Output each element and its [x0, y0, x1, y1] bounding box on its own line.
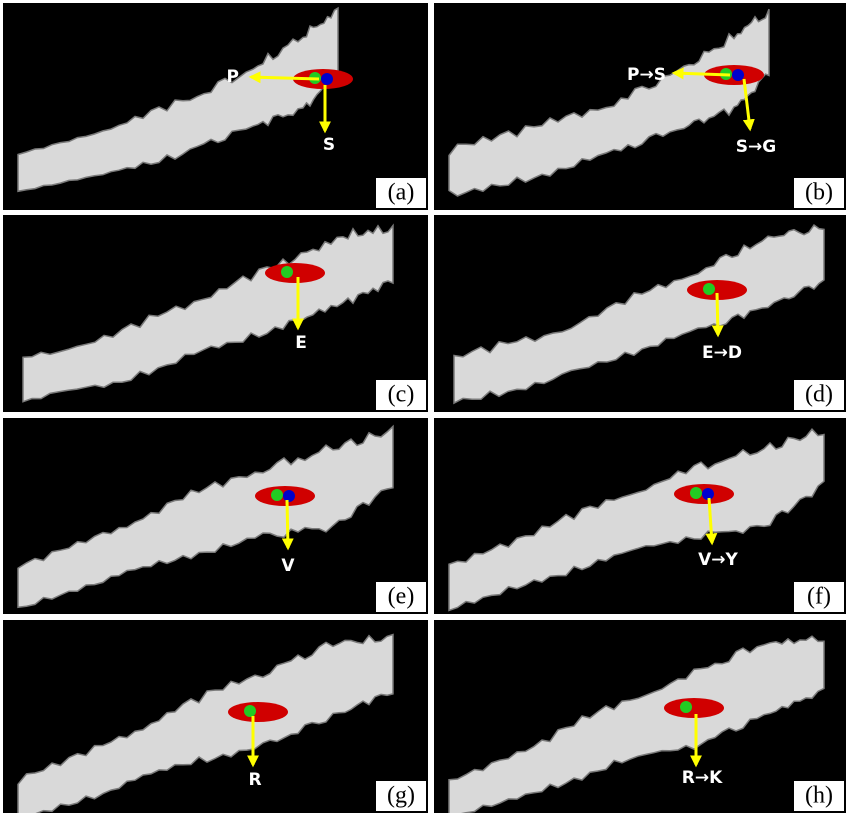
residue-label: V [281, 556, 295, 576]
panel-tag: (d) [805, 382, 833, 408]
residue-label: E→D [702, 343, 742, 363]
panel: V (e) [3, 418, 428, 614]
arrow [674, 73, 730, 75]
residue-blue [321, 73, 333, 85]
panel: E (c) [3, 215, 428, 412]
arrow [717, 293, 718, 335]
residue-label: V→Y [698, 550, 738, 570]
residue-green [244, 705, 256, 717]
panel: R (g) [3, 620, 428, 813]
panel-tag: (b) [805, 180, 833, 206]
panel: V→Y (f) [434, 418, 846, 614]
residue-label: S [323, 135, 335, 155]
panel: P→S S→G (b) [434, 3, 846, 210]
panel: E→D (d) [434, 215, 846, 412]
panel-tag: (f) [807, 584, 831, 610]
residue-label: R [248, 770, 261, 790]
panel-tag: (e) [388, 584, 415, 610]
residue-label: R→K [682, 768, 723, 788]
residue-blue [732, 69, 744, 81]
residue-green [281, 266, 293, 278]
panel-tag: (a) [388, 180, 415, 206]
residue-green [703, 283, 715, 295]
panel: P S (a) [3, 3, 428, 210]
residue-blue [283, 490, 295, 502]
residue-label: S→G [736, 137, 776, 157]
figure: P S (a) P→S S→G (b) E (c) E→D (d) V (e) V→Y (f) R (g) R→… [0, 0, 846, 813]
panel: R→K (h) [434, 620, 846, 813]
panel-tag: (h) [805, 783, 833, 809]
mutation-region [228, 702, 288, 722]
arrow [251, 77, 319, 79]
panel-tag: (g) [387, 783, 415, 809]
residue-green [690, 487, 702, 499]
residue-label: E [295, 333, 307, 353]
panel-tag: (c) [388, 382, 415, 408]
residue-green [271, 489, 283, 501]
residue-label: P [227, 67, 239, 87]
arrow [287, 500, 288, 548]
residue-label: P→S [627, 65, 666, 85]
residue-green [680, 701, 692, 713]
mutation-region [265, 263, 325, 283]
mutation-region [664, 698, 724, 718]
